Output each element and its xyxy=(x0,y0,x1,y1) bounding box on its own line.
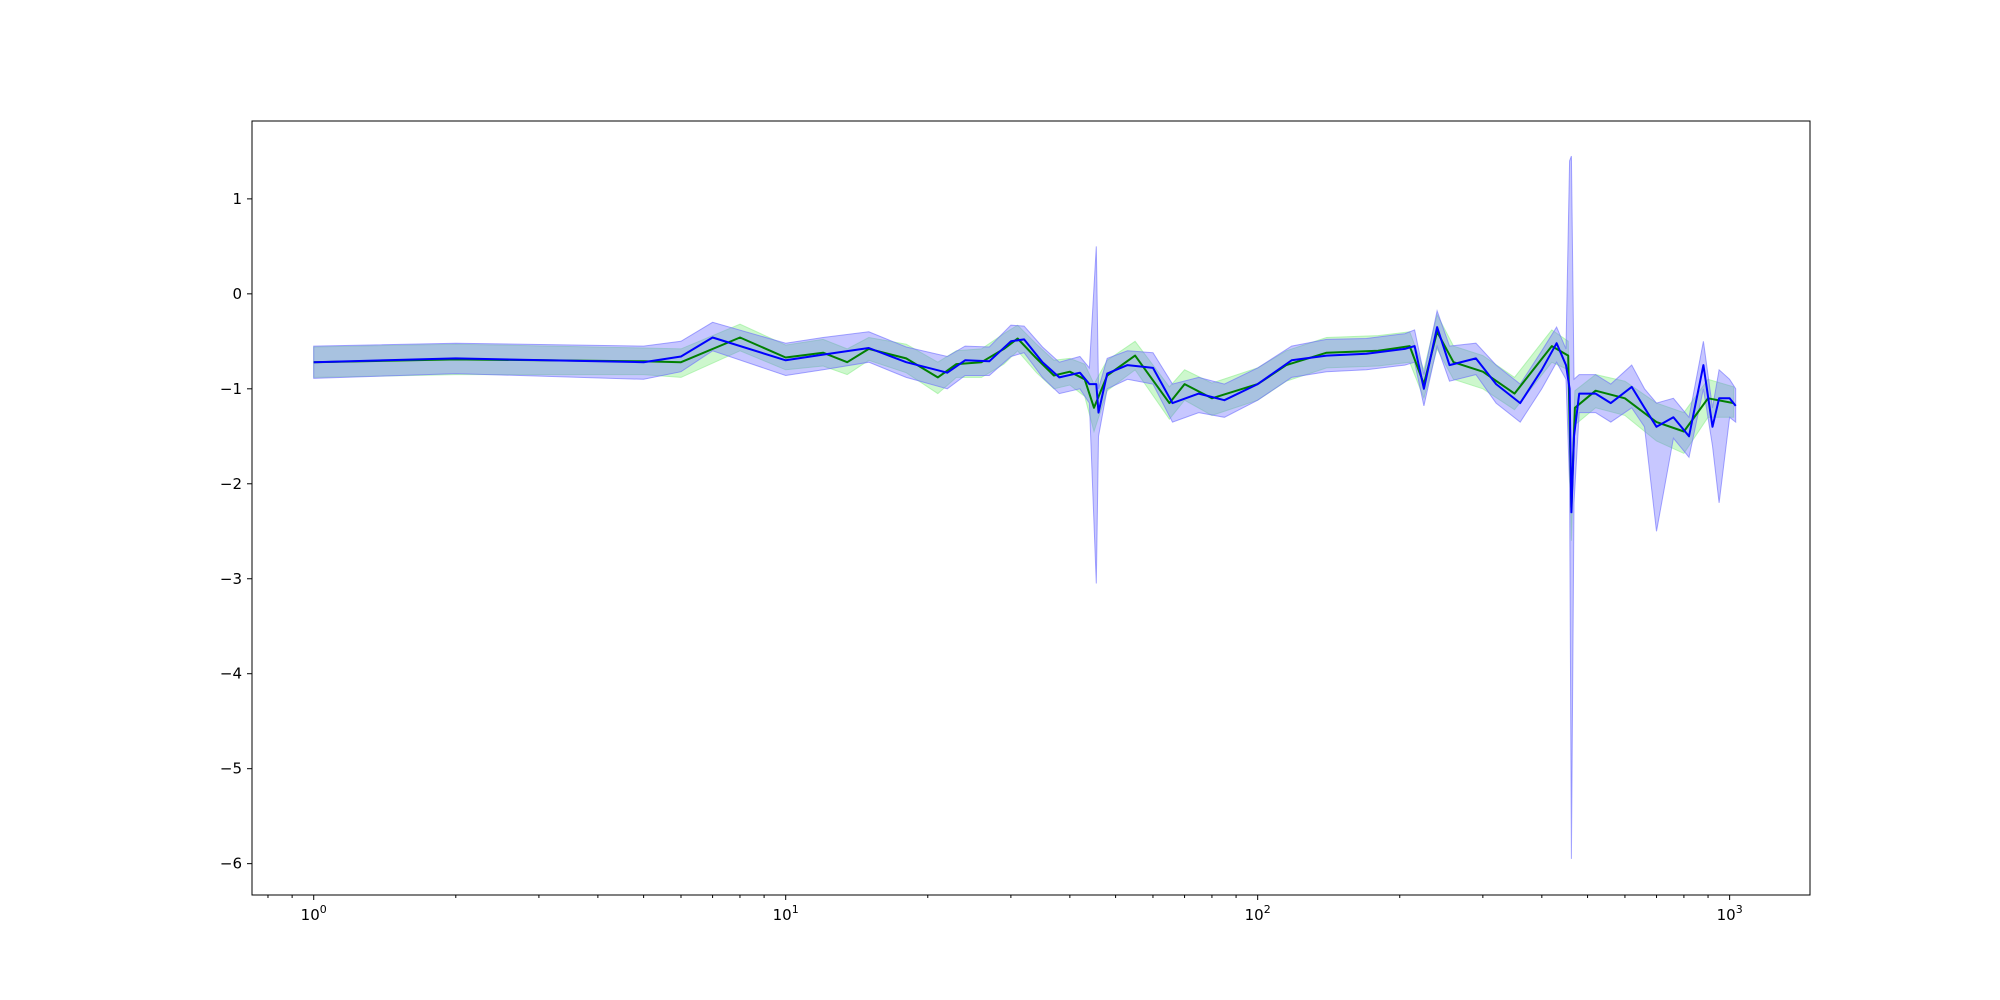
x-tick-label-exponent: 0 xyxy=(320,903,327,916)
y-tick-label: −3 xyxy=(220,570,242,588)
x-tick-label: 102 xyxy=(1245,903,1271,924)
x-tick-label-exponent: 2 xyxy=(1264,903,1271,916)
x-tick-label-base: 10 xyxy=(1245,906,1264,924)
x-tick-label-exponent: 3 xyxy=(1736,903,1743,916)
y-tick-label: −4 xyxy=(220,665,242,683)
x-tick-label-exponent: 1 xyxy=(792,903,799,916)
y-tick-label: −6 xyxy=(220,855,242,873)
series-2-line xyxy=(313,326,1737,514)
plot-content xyxy=(313,155,1737,859)
x-tick-label-base: 10 xyxy=(301,906,320,924)
y-tick-label: 1 xyxy=(232,190,242,208)
series-2-band xyxy=(313,155,1737,859)
y-tick-label: −1 xyxy=(220,380,242,398)
x-tick-label-base: 10 xyxy=(1717,906,1736,924)
series-1-band xyxy=(313,313,1735,541)
plot-area xyxy=(313,155,1737,859)
x-tick-label: 101 xyxy=(773,903,799,924)
axes-frame xyxy=(251,120,1811,896)
y-tick-label: −5 xyxy=(220,760,242,778)
x-tick-label: 103 xyxy=(1717,903,1743,924)
y-tick-label: 0 xyxy=(232,285,242,303)
x-tick-label-base: 10 xyxy=(773,906,792,924)
x-tick-label: 100 xyxy=(301,903,327,924)
y-tick-label: −2 xyxy=(220,475,242,493)
